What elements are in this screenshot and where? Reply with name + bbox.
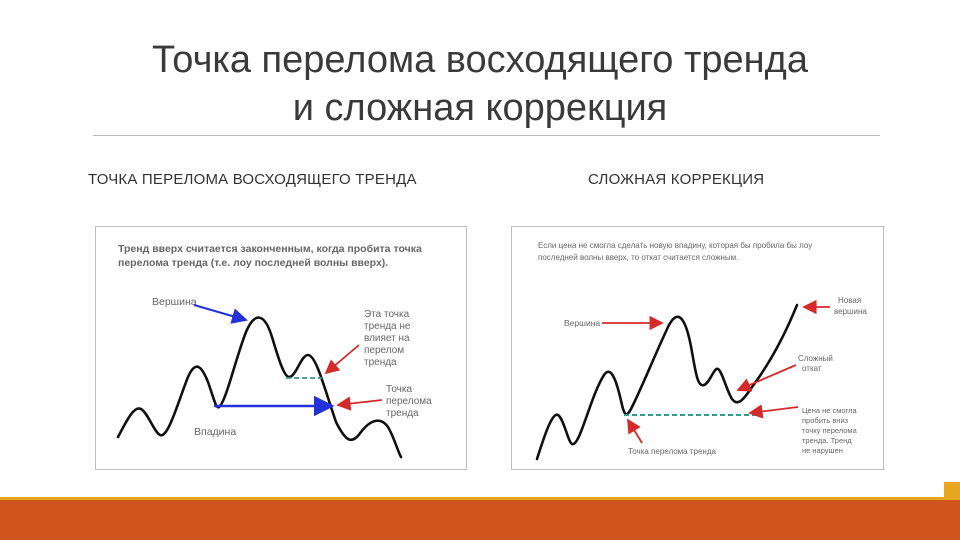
- svg-text:не нарушен: не нарушен: [802, 446, 843, 455]
- slide-title: Точка перелома восходящего тренда и слож…: [0, 36, 960, 132]
- corner-accent: [944, 482, 960, 498]
- note-break-point: Точка перелома тренда: [386, 384, 432, 419]
- svg-text:перелом: перелом: [364, 345, 404, 356]
- svg-text:Точка: Точка: [386, 384, 412, 395]
- label-bottom: Точка перелома тренда: [628, 447, 716, 456]
- title-line-2: и сложная коррекция: [292, 87, 668, 129]
- arrow-to-top: [193, 304, 248, 324]
- left-heading: ТОЧКА ПЕРЕЛОМА ВОСХОДЯЩЕГО ТРЕНДА: [88, 171, 417, 188]
- svg-text:тренда. Тренд: тренда. Тренд: [802, 436, 852, 445]
- title-divider: [93, 135, 880, 136]
- trend-break-diagram: Тренд вверх считается законченным, когда…: [95, 226, 467, 470]
- caption-line-1: Тренд вверх считается законченным, когда…: [118, 243, 422, 255]
- svg-text:откат: откат: [802, 364, 822, 373]
- price-line: [116, 316, 403, 459]
- complex-correction-svg: Если цена не смогла сделать новую впадин…: [535, 241, 867, 461]
- arrow-to-minor-low: [324, 344, 360, 375]
- arrow-to-break-point: [627, 418, 643, 444]
- complex-correction-diagram: Если цена не смогла сделать новую впадин…: [511, 226, 884, 470]
- label-bottom: Впадина: [194, 426, 236, 438]
- right-heading: СЛОЖНАЯ КОРРЕКЦИЯ: [588, 171, 765, 188]
- svg-text:тренда: тренда: [364, 357, 397, 368]
- caption-line-1: Если цена не смогла сделать новую впадин…: [538, 241, 812, 250]
- svg-text:тренда: тренда: [386, 408, 419, 419]
- svg-text:тренда не: тренда не: [364, 321, 411, 332]
- svg-text:перелома: перелома: [386, 396, 432, 407]
- arrow-to-complex-pullback: [736, 364, 797, 392]
- trend-break-svg: Тренд вверх считается законченным, когда…: [116, 243, 432, 459]
- footer-accent-line: [0, 497, 960, 500]
- svg-text:Новая: Новая: [838, 296, 861, 305]
- svg-text:влияет на: влияет на: [364, 333, 410, 344]
- price-line: [535, 303, 799, 461]
- svg-text:Эта точка: Эта точка: [364, 309, 410, 320]
- label-top: Вершина: [152, 296, 197, 308]
- svg-text:точку перелома: точку перелома: [802, 426, 858, 435]
- caption-line-2: перелома тренда (т.е. лоу последней волн…: [118, 257, 388, 269]
- note-no-effect: Эта точка тренда не влияет на перелом тр…: [364, 309, 411, 368]
- caption-line-2: последней волны вверх, то откат считаетс…: [538, 253, 738, 262]
- svg-text:вершина: вершина: [834, 307, 867, 316]
- footer-bar: [0, 500, 960, 540]
- arrow-to-break-point: [336, 396, 383, 411]
- svg-text:Сложный: Сложный: [798, 354, 833, 363]
- svg-text:пробить вниз: пробить вниз: [802, 416, 849, 425]
- note-new-top: Новая вершина: [834, 296, 867, 316]
- note-trend-not-broken: Цена не смогла пробить вниз точку перело…: [802, 406, 858, 455]
- note-complex-pullback: Сложный откат: [798, 354, 833, 373]
- svg-text:Цена не смогла: Цена не смогла: [802, 406, 858, 415]
- label-top: Вершина: [564, 318, 600, 328]
- arrow-to-level: [748, 404, 799, 419]
- title-line-1: Точка перелома восходящего тренда: [152, 39, 808, 81]
